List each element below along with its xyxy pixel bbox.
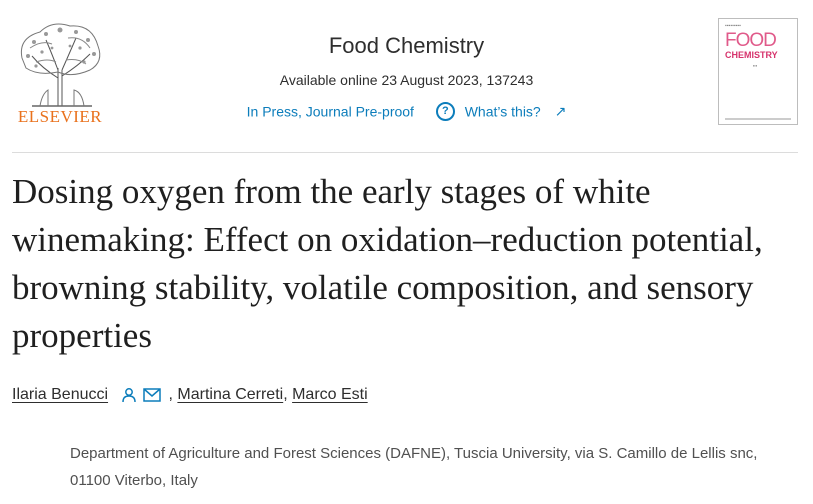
arrow-up-right-icon: ↗: [554, 103, 567, 120]
publisher-name: ELSEVIER: [17, 107, 103, 126]
author-name-2[interactable]: Martina Cerreti: [177, 386, 284, 404]
journal-title[interactable]: Food Chemistry: [328, 33, 485, 58]
article-header: ELSEVIER Food Chemistry Available online…: [0, 0, 813, 152]
availability-text: Available online 23 August 2023, 137243: [279, 72, 534, 88]
person-icon[interactable]: [121, 387, 137, 403]
author-icons: [121, 384, 167, 406]
cover-title-line2: CHEMISTRY: [725, 50, 778, 60]
author-separator-2: ,: [283, 386, 293, 404]
author-name-3[interactable]: Marco Esti: [292, 386, 368, 404]
journal-status-row: In Press, Journal Pre-proof ? What’s thi…: [200, 101, 613, 121]
cover-footer-bar: [725, 118, 791, 120]
cover-decoration: ▪▪▪: [753, 63, 758, 68]
journal-cover[interactable]: ▪▪▪▪▪▪▪▪▪ FOOD CHEMISTRY ▪▪▪: [718, 18, 798, 125]
author-name-1[interactable]: Ilaria Benucci: [12, 386, 109, 404]
envelope-icon[interactable]: [142, 388, 161, 402]
cover-title-line1: FOOD: [725, 30, 777, 51]
article-title: Dosing oxygen from the early stages of w…: [12, 172, 763, 355]
affiliation-text: Department of Agriculture and Forest Sci…: [70, 445, 758, 489]
header-divider: [12, 152, 798, 153]
author-separator-1: ,: [168, 386, 178, 404]
publisher-logo[interactable]: ELSEVIER: [12, 18, 108, 130]
question-circle-icon[interactable]: ?: [435, 101, 455, 121]
whats-this-link[interactable]: What’s this?: [464, 103, 541, 120]
journal-info: Food Chemistry Available online 23 Augus…: [200, 32, 613, 121]
status-link[interactable]: In Press, Journal Pre-proof: [246, 103, 414, 120]
cover-header-text: ▪▪▪▪▪▪▪▪▪: [725, 23, 741, 29]
author-list: Ilaria Benucci , Martina Cerreti, Marco …: [12, 384, 368, 406]
elsevier-tree-icon: [20, 23, 101, 107]
